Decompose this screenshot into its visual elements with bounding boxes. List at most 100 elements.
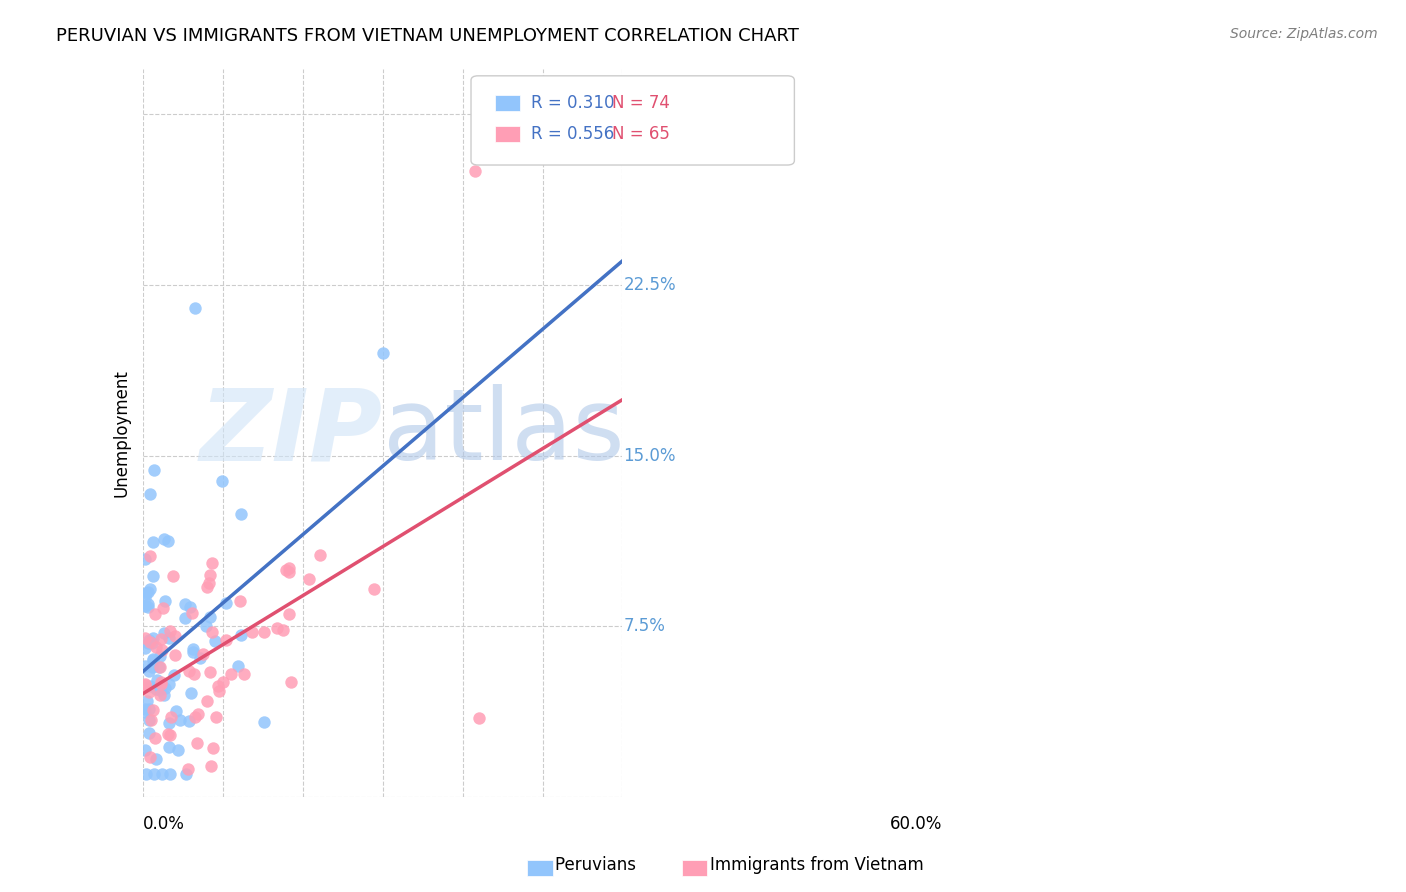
Point xyxy=(134,591,156,605)
Point xyxy=(148,660,170,674)
Point xyxy=(153,532,176,546)
Point xyxy=(134,640,156,655)
Point xyxy=(136,597,159,611)
Point xyxy=(219,666,242,681)
Point xyxy=(215,596,238,610)
Point xyxy=(253,625,276,640)
Point xyxy=(363,582,385,596)
Point xyxy=(152,767,174,781)
Point xyxy=(148,659,170,673)
Point xyxy=(159,728,181,742)
Point xyxy=(181,642,204,657)
Point xyxy=(297,572,319,586)
Point xyxy=(134,743,156,757)
Point xyxy=(308,548,330,562)
Point xyxy=(200,609,222,624)
Point xyxy=(141,636,163,650)
Text: ZIP: ZIP xyxy=(200,384,382,482)
Point xyxy=(139,582,162,596)
Point xyxy=(233,666,256,681)
Point xyxy=(134,632,156,646)
Point xyxy=(231,507,253,521)
Point xyxy=(143,463,166,477)
Text: 7.5%: 7.5% xyxy=(623,617,665,635)
Point xyxy=(274,563,297,577)
Text: PERUVIAN VS IMMIGRANTS FROM VIETNAM UNEMPLOYMENT CORRELATION CHART: PERUVIAN VS IMMIGRANTS FROM VIETNAM UNEM… xyxy=(56,27,799,45)
Point xyxy=(157,739,180,754)
Point xyxy=(155,681,177,695)
Point xyxy=(163,629,186,643)
Point xyxy=(280,675,302,690)
Point xyxy=(146,673,169,688)
Text: 60.0%: 60.0% xyxy=(890,815,942,833)
Point xyxy=(266,621,288,635)
Point xyxy=(277,560,299,574)
Point xyxy=(136,694,159,708)
Point xyxy=(141,569,163,583)
Point xyxy=(201,625,224,640)
Point xyxy=(198,665,221,679)
Point xyxy=(195,694,218,708)
Point xyxy=(157,676,180,690)
Point xyxy=(200,759,222,773)
Point xyxy=(195,580,218,594)
Point xyxy=(134,599,156,614)
Point xyxy=(138,549,160,563)
Text: Source: ZipAtlas.com: Source: ZipAtlas.com xyxy=(1230,27,1378,41)
Point xyxy=(136,599,159,614)
Point xyxy=(134,659,156,673)
Point xyxy=(138,633,160,648)
Point xyxy=(138,679,160,693)
Point xyxy=(139,750,162,764)
Point xyxy=(177,714,200,729)
Point xyxy=(159,624,181,639)
Point xyxy=(135,767,157,781)
Point xyxy=(138,487,160,501)
Point xyxy=(211,475,233,489)
Point xyxy=(134,552,156,566)
Point xyxy=(212,675,235,690)
Point xyxy=(215,632,238,647)
Text: 0.0%: 0.0% xyxy=(143,815,186,833)
Point xyxy=(173,597,195,611)
Point xyxy=(277,607,299,621)
Point xyxy=(143,607,166,621)
Point xyxy=(134,677,156,691)
Point xyxy=(159,716,181,731)
Point xyxy=(184,301,207,315)
Point xyxy=(149,648,172,663)
Point xyxy=(142,652,165,666)
Point xyxy=(179,665,201,679)
Point xyxy=(150,677,173,691)
Point xyxy=(138,702,160,716)
Point xyxy=(188,651,211,665)
Point xyxy=(163,668,186,682)
Point xyxy=(138,685,160,699)
Point xyxy=(159,709,181,723)
Point xyxy=(145,752,167,766)
Point xyxy=(187,706,209,721)
Text: 22.5%: 22.5% xyxy=(623,276,676,293)
Text: R = 0.310: R = 0.310 xyxy=(531,94,614,112)
Point xyxy=(153,594,176,608)
Point xyxy=(150,632,173,647)
Point xyxy=(142,653,165,667)
Point xyxy=(229,594,252,608)
Point xyxy=(157,727,180,741)
Text: N = 74: N = 74 xyxy=(612,94,669,112)
Point xyxy=(142,535,165,549)
Point xyxy=(204,709,226,723)
Point xyxy=(149,675,172,690)
Point xyxy=(184,710,207,724)
Point xyxy=(371,346,394,360)
Point xyxy=(135,586,157,600)
Point xyxy=(226,658,249,673)
Point xyxy=(136,584,159,599)
Point xyxy=(467,710,489,724)
Point xyxy=(174,611,197,625)
Point xyxy=(136,636,159,650)
Point xyxy=(165,705,187,719)
Text: 30.0%: 30.0% xyxy=(623,105,676,123)
Point xyxy=(183,666,205,681)
Text: atlas: atlas xyxy=(382,384,624,482)
